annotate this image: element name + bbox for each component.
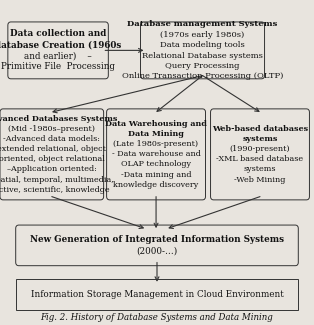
FancyBboxPatch shape [16, 279, 298, 309]
Text: Fig. 2. History of Database Systems and Data Mining: Fig. 2. History of Database Systems and … [41, 313, 273, 322]
Text: (Late 1980s-present): (Late 1980s-present) [113, 140, 199, 148]
Text: active, scientific, knowledge: active, scientific, knowledge [0, 186, 110, 194]
Text: Web-based databases: Web-based databases [212, 125, 308, 133]
Text: New Generation of Integrated Information Systems: New Generation of Integrated Information… [30, 235, 284, 244]
Text: Database management Systems: Database management Systems [127, 20, 278, 28]
FancyBboxPatch shape [141, 22, 265, 79]
FancyBboxPatch shape [0, 109, 104, 200]
Text: OLAP technology: OLAP technology [121, 161, 191, 168]
Text: -Web Mining: -Web Mining [234, 176, 286, 184]
Text: knowledge discovery: knowledge discovery [113, 181, 199, 188]
Text: - Data warehouse and: - Data warehouse and [111, 150, 201, 158]
Text: (1990-present): (1990-present) [230, 145, 290, 153]
Text: Data collection and: Data collection and [10, 30, 106, 38]
Text: oriented, object relational: oriented, object relational [0, 155, 105, 163]
Text: database Creation (1960s: database Creation (1960s [0, 40, 121, 49]
Text: -XML based database: -XML based database [216, 155, 304, 163]
FancyBboxPatch shape [211, 109, 310, 200]
Text: Primitive File  Processing: Primitive File Processing [1, 62, 115, 71]
Text: (1970s early 1980s): (1970s early 1980s) [160, 31, 245, 39]
Text: extended relational, object: extended relational, object [0, 145, 106, 153]
Text: Data Mining: Data Mining [128, 130, 184, 138]
Text: (Mid -1980s–present): (Mid -1980s–present) [8, 125, 95, 133]
Text: and earlier)    –: and earlier) – [24, 51, 92, 60]
Text: -Advanced data models:: -Advanced data models: [3, 135, 100, 143]
Text: Advanced Databases Systems: Advanced Databases Systems [0, 115, 117, 123]
Text: Spatial, temporal, multimedia,: Spatial, temporal, multimedia, [0, 176, 114, 184]
Text: Query Processing: Query Processing [165, 62, 240, 70]
Text: –Application oriented:: –Application oriented: [7, 165, 97, 174]
Text: Online Transaction Processing (OLTP): Online Transaction Processing (OLTP) [122, 72, 283, 80]
Text: Data Warehousing and: Data Warehousing and [105, 120, 207, 128]
Text: -Data mining and: -Data mining and [121, 171, 191, 178]
Text: systems: systems [242, 135, 278, 143]
Text: Relational Database systems: Relational Database systems [142, 52, 263, 59]
FancyBboxPatch shape [107, 109, 206, 200]
FancyBboxPatch shape [8, 22, 108, 79]
Text: systems: systems [244, 165, 276, 174]
Text: (2000-…): (2000-…) [136, 246, 178, 255]
FancyBboxPatch shape [16, 225, 298, 266]
Text: Information Storage Management in Cloud Environment: Information Storage Management in Cloud … [31, 290, 283, 299]
Text: Data modeling tools: Data modeling tools [160, 41, 245, 49]
